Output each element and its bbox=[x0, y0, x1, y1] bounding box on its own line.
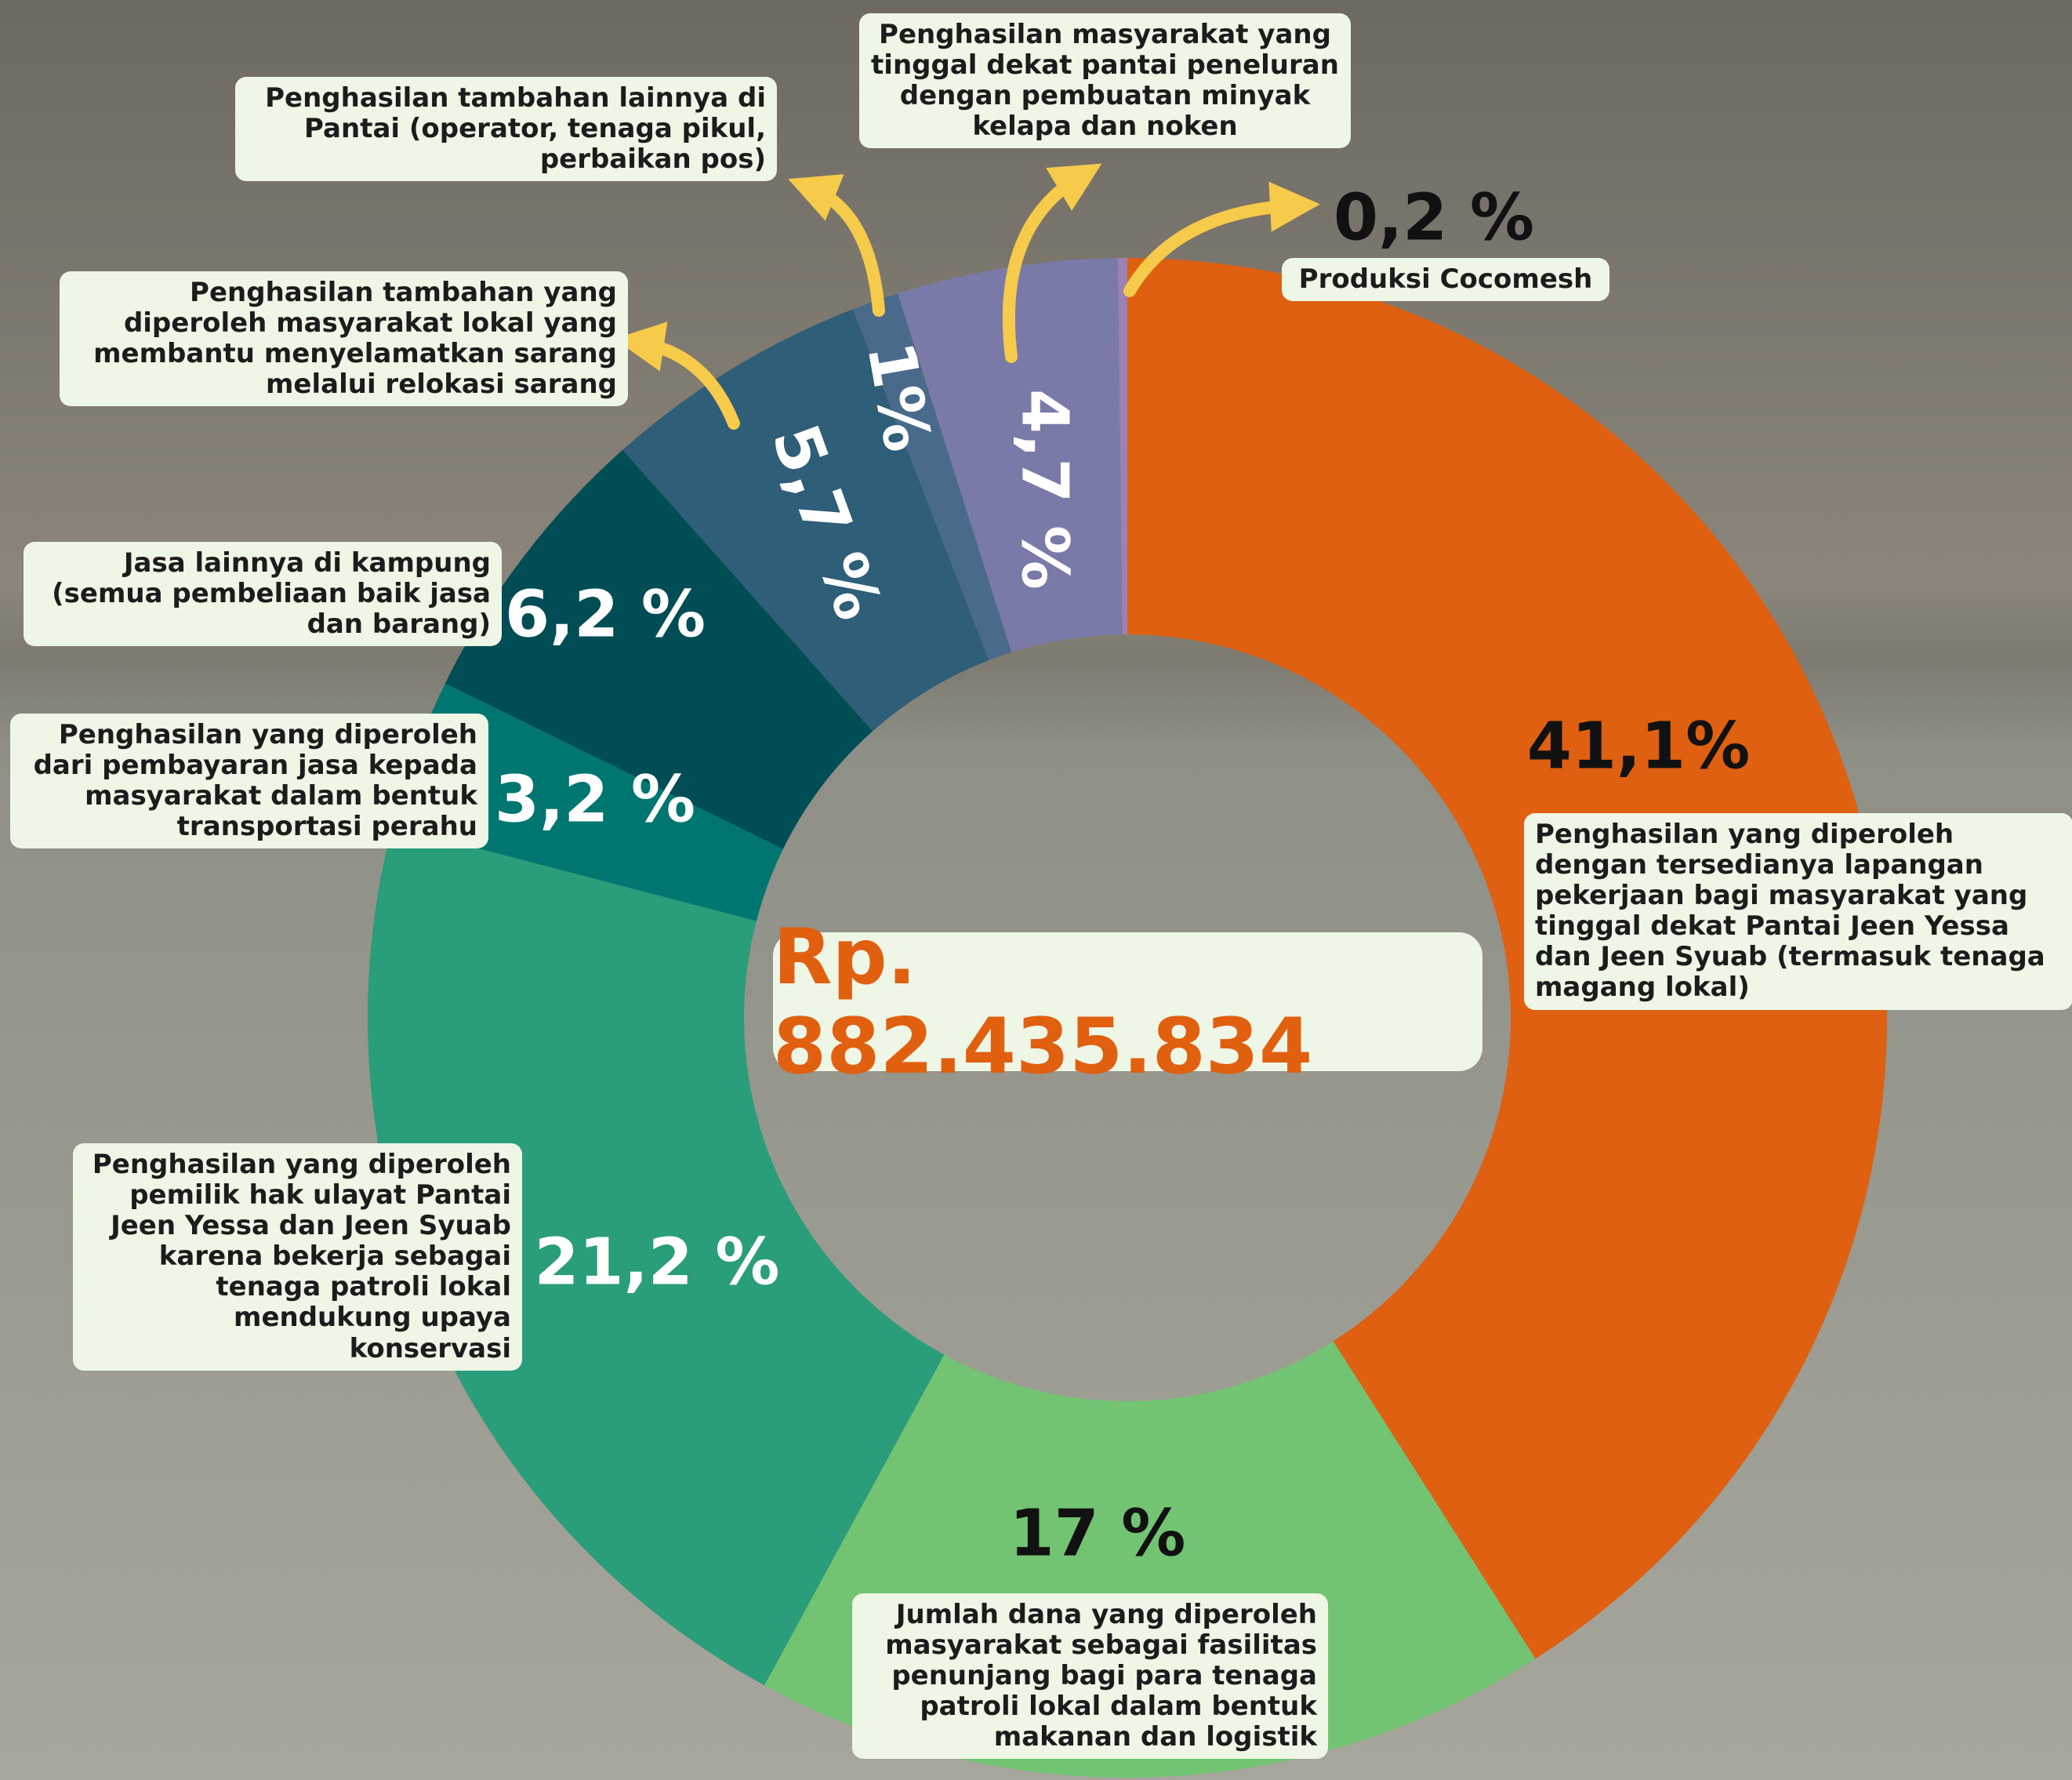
value-label: 4,7 % bbox=[1007, 389, 1082, 590]
value-label: 17 % bbox=[1010, 1497, 1186, 1571]
value-label: 41,1% bbox=[1527, 710, 1750, 784]
category-label: Penghasilan yang diperoleh pemilik hak u… bbox=[73, 1143, 522, 1371]
category-label: Penghasilan yang diperoleh dengan tersed… bbox=[1524, 813, 2072, 1010]
value-label: 3,2 % bbox=[495, 763, 695, 837]
category-label: Jumlah dana yang diperoleh masyarakat se… bbox=[852, 1593, 1328, 1759]
category-label: Penghasilan tambahan lainnya di Pantai (… bbox=[235, 77, 777, 181]
total-label: Rp. 882.435.834 bbox=[773, 932, 1482, 1071]
infographic: Rp. 882.435.834 Penghasilan yang diperol… bbox=[0, 0, 2072, 1780]
value-label: 0,2 % bbox=[1334, 181, 1534, 256]
value-label: 21,2 % bbox=[534, 1226, 779, 1300]
category-label: Penghasilan masyarakat yang tinggal deka… bbox=[859, 13, 1351, 148]
category-label: Jasa lainnya di kampung (semua pembeliaa… bbox=[24, 542, 502, 646]
category-label: Produksi Cocomesh bbox=[1282, 258, 1609, 301]
category-label: Penghasilan yang diperoleh dari pembayar… bbox=[10, 714, 488, 848]
value-label: 6,2 % bbox=[505, 578, 706, 652]
category-label: Penghasilan tambahan yang diperoleh masy… bbox=[60, 271, 628, 406]
